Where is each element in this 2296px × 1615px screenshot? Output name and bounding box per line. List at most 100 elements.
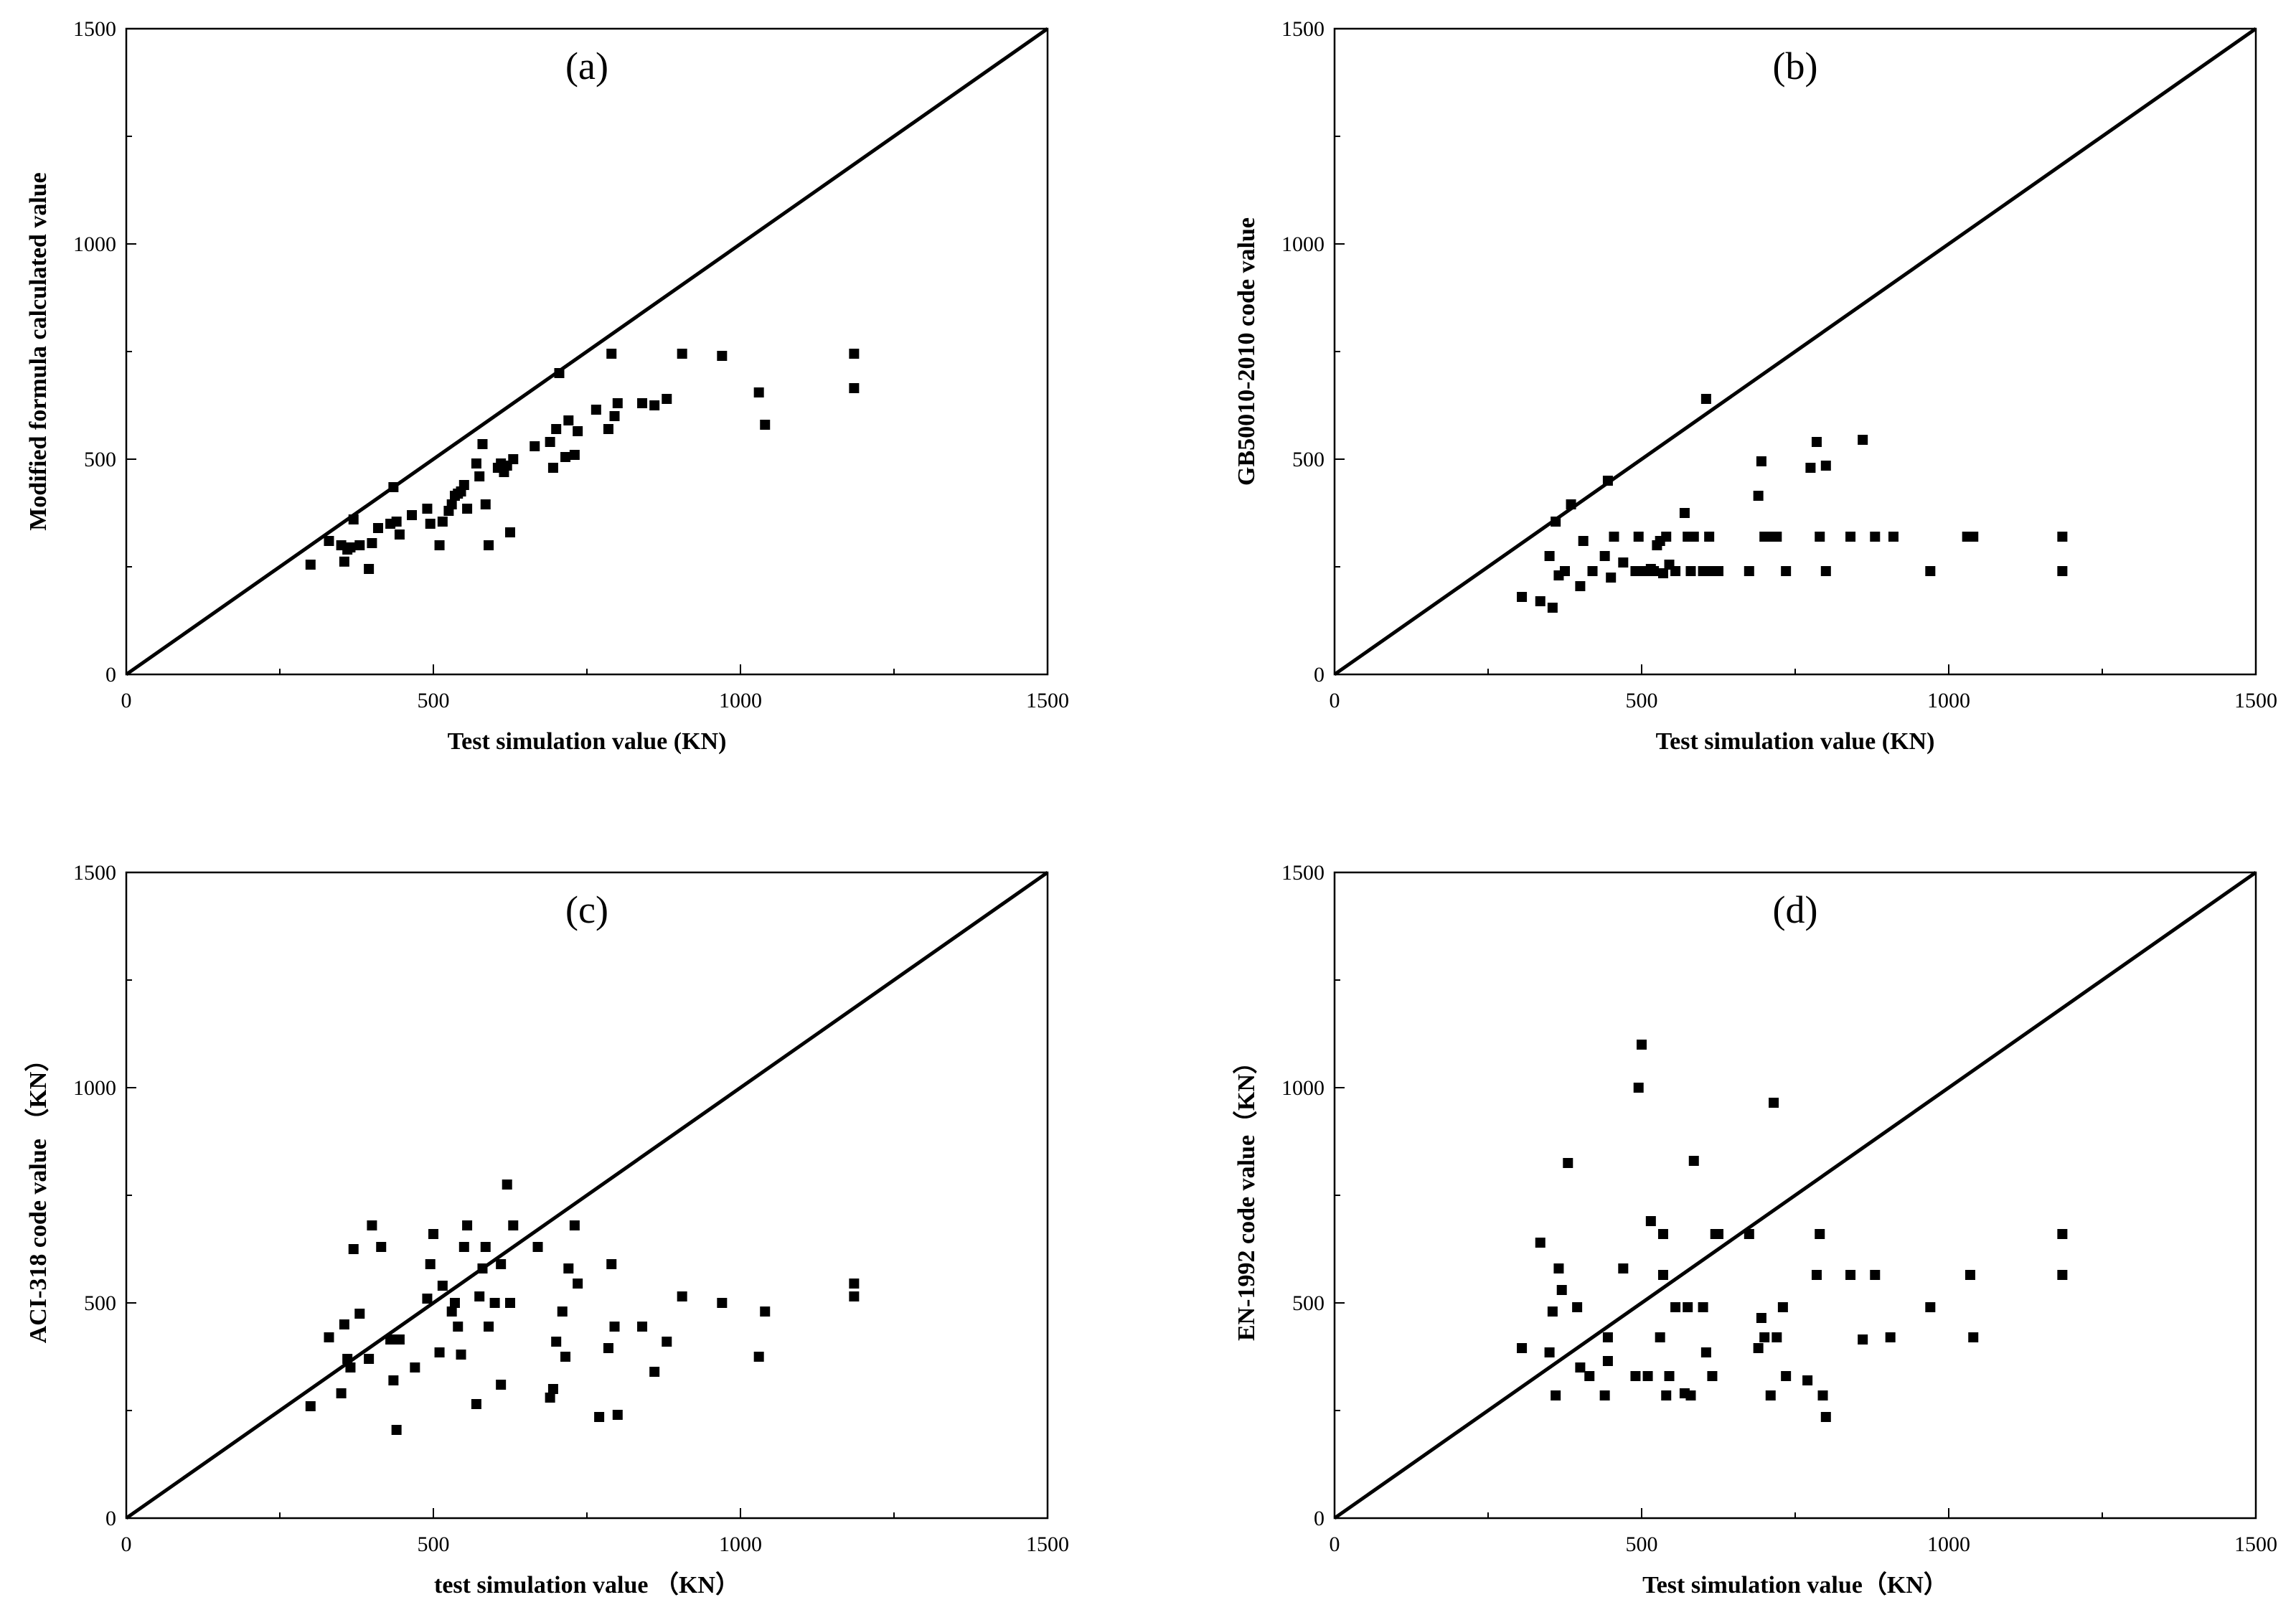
data-point-c-48 <box>603 1343 613 1353</box>
x-tick-label-d: 500 <box>1626 1532 1658 1556</box>
data-point-c-59 <box>849 1279 860 1289</box>
data-point-d-4 <box>1551 1390 1561 1400</box>
data-point-b-39 <box>1756 456 1766 466</box>
data-point-b-6 <box>1560 566 1570 576</box>
panel-label-a: (a) <box>565 44 608 88</box>
data-point-b-14 <box>1609 532 1619 542</box>
data-point-a-55 <box>677 349 687 359</box>
data-point-a-39 <box>545 437 555 447</box>
y-tick-label-a: 1500 <box>73 17 116 41</box>
data-point-c-36 <box>505 1298 515 1308</box>
data-point-d-28 <box>1685 1390 1696 1400</box>
panel-b: 0 500 1000 1500 0 500 1000 1500 (b) Test simulati… <box>1233 17 2277 755</box>
data-point-c-5 <box>345 1362 356 1372</box>
data-point-d-23 <box>1661 1390 1672 1400</box>
y-tick-label-c: 1500 <box>73 861 116 885</box>
y-tick-label-a: 0 <box>105 663 116 687</box>
data-point-c-12 <box>388 1375 399 1385</box>
y-tick-label-d: 500 <box>1292 1291 1325 1315</box>
y-tick-label-c: 1000 <box>73 1076 116 1100</box>
y-axis-title-a: Modified formula calculated value <box>25 172 52 531</box>
data-point-d-51 <box>1870 1270 1881 1280</box>
data-point-b-52 <box>1888 532 1899 542</box>
data-point-a-12 <box>388 482 399 492</box>
data-point-a-16 <box>422 504 433 514</box>
data-point-d-29 <box>1688 1156 1699 1166</box>
data-point-b-30 <box>1688 532 1699 542</box>
data-point-a-19 <box>437 517 448 527</box>
x-tick-label-a: 1500 <box>1026 689 1069 712</box>
data-point-c-4 <box>342 1354 353 1364</box>
data-point-b-9 <box>1578 536 1589 546</box>
y-tick-label-b: 500 <box>1292 448 1325 471</box>
data-point-d-12 <box>1602 1356 1613 1366</box>
data-point-d-52 <box>1885 1332 1896 1342</box>
data-point-d-53 <box>1925 1302 1936 1312</box>
data-point-c-25 <box>458 1242 469 1252</box>
y-tick-label-a: 1000 <box>73 232 116 256</box>
data-point-a-36 <box>505 527 515 537</box>
data-point-c-42 <box>557 1306 568 1317</box>
data-point-d-2 <box>1544 1347 1555 1357</box>
data-point-a-51 <box>612 398 623 408</box>
x-tick-label-c: 500 <box>418 1532 450 1556</box>
data-point-d-31 <box>1700 1347 1711 1357</box>
data-point-d-42 <box>1777 1302 1788 1312</box>
data-point-b-49 <box>1845 532 1856 542</box>
data-point-d-13 <box>1602 1332 1613 1342</box>
data-point-c-2 <box>336 1388 347 1398</box>
y-tick-label-b: 1500 <box>1281 17 1325 41</box>
data-point-b-10 <box>1587 566 1598 576</box>
data-point-c-35 <box>502 1180 512 1190</box>
data-point-d-22 <box>1657 1229 1668 1239</box>
data-point-d-46 <box>1815 1229 1825 1239</box>
data-point-d-21 <box>1657 1270 1668 1280</box>
data-point-a-42 <box>554 368 565 378</box>
x-tick-label-d: 1000 <box>1927 1532 1970 1556</box>
data-point-c-55 <box>677 1291 687 1301</box>
data-point-a-48 <box>603 424 613 434</box>
data-point-b-32 <box>1700 394 1711 404</box>
data-point-a-47 <box>591 405 601 415</box>
reference-line-d <box>1333 870 2257 1520</box>
data-point-c-53 <box>649 1367 660 1377</box>
data-point-c-19 <box>434 1347 445 1357</box>
data-point-b-42 <box>1772 532 1782 542</box>
x-tick-label-b: 500 <box>1626 689 1658 712</box>
data-point-c-56 <box>717 1298 728 1308</box>
data-point-d-11 <box>1599 1390 1610 1400</box>
data-point-d-14 <box>1618 1263 1629 1273</box>
x-tick-label-d: 1500 <box>2234 1532 2277 1556</box>
data-point-c-28 <box>474 1291 485 1301</box>
data-point-d-0 <box>1517 1343 1528 1353</box>
data-point-c-38 <box>532 1242 543 1252</box>
data-point-a-9 <box>367 538 377 548</box>
data-point-b-13 <box>1606 573 1617 583</box>
data-point-d-43 <box>1781 1371 1792 1381</box>
data-point-a-60 <box>849 383 860 393</box>
data-point-c-24 <box>456 1350 466 1360</box>
data-point-d-16 <box>1633 1083 1644 1093</box>
data-point-c-9 <box>367 1220 377 1230</box>
data-point-d-45 <box>1811 1270 1822 1280</box>
y-axis-title-c: ACI-318 code value （KN） <box>24 1047 52 1344</box>
data-point-a-56 <box>717 351 728 361</box>
data-point-c-51 <box>612 1410 623 1420</box>
data-point-c-52 <box>637 1322 648 1332</box>
data-point-c-18 <box>428 1229 438 1239</box>
data-point-c-15 <box>410 1362 420 1372</box>
x-tick-label-b: 1000 <box>1927 689 1970 712</box>
data-point-a-6 <box>348 514 359 524</box>
data-point-b-33 <box>1704 532 1715 542</box>
data-point-d-48 <box>1820 1412 1831 1422</box>
data-point-c-54 <box>662 1337 672 1347</box>
data-point-d-35 <box>1744 1229 1754 1239</box>
data-point-a-54 <box>662 394 672 404</box>
data-point-b-44 <box>1805 463 1816 473</box>
data-point-d-6 <box>1556 1285 1567 1295</box>
data-point-d-40 <box>1769 1098 1779 1108</box>
data-point-b-15 <box>1618 557 1629 568</box>
data-point-b-1 <box>1535 596 1545 606</box>
data-point-b-43 <box>1781 566 1792 576</box>
data-point-c-20 <box>437 1281 448 1291</box>
